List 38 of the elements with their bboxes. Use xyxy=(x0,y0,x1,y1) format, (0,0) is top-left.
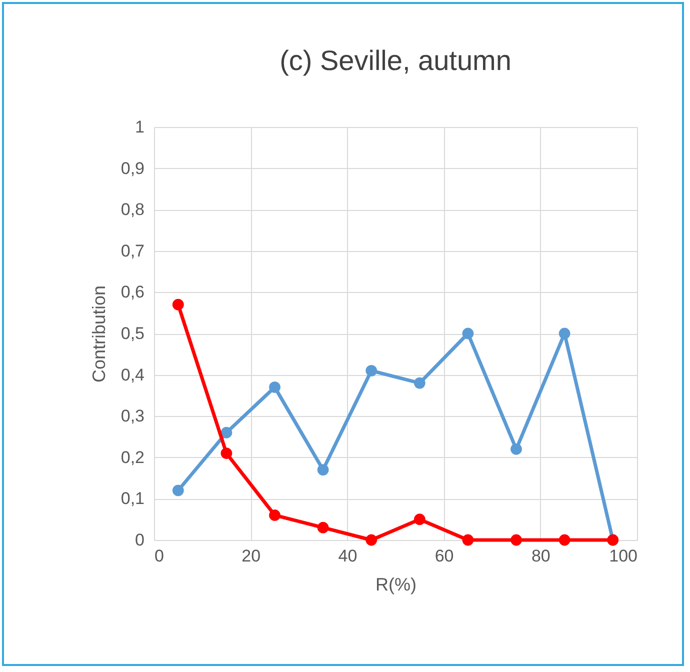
point xyxy=(172,484,184,496)
point xyxy=(414,514,426,526)
y-tick-label: 0,3 xyxy=(120,406,144,426)
x-tick-label: 40 xyxy=(338,546,358,566)
point xyxy=(462,328,474,340)
point xyxy=(220,448,232,459)
point xyxy=(366,364,378,376)
point xyxy=(269,382,280,393)
point xyxy=(510,534,522,546)
point xyxy=(317,522,329,534)
y-tick-label: 0,2 xyxy=(120,448,144,467)
y-tick-label: 0,9 xyxy=(120,158,144,178)
y-tick-label: 1 xyxy=(135,118,144,136)
point xyxy=(269,510,280,521)
x-tick-label: 0 xyxy=(154,546,164,566)
point xyxy=(558,328,570,340)
x-axis-title: R(%) xyxy=(376,574,416,594)
y-tick-label: 0,5 xyxy=(120,324,144,343)
point xyxy=(462,534,474,546)
point xyxy=(172,298,184,310)
x-tick-label: 60 xyxy=(434,546,454,566)
y-axis-title: Contribution xyxy=(88,285,109,383)
x-tick-label: 80 xyxy=(531,546,550,566)
chart-title: (c) Seville, autumn xyxy=(280,45,512,76)
y-tick-label: 0 xyxy=(135,530,144,550)
y-tick-label: 0,4 xyxy=(120,365,144,384)
point xyxy=(366,534,378,546)
x-tick-label: 100 xyxy=(609,546,638,566)
y-tick-label: 0,8 xyxy=(120,200,144,220)
x-tick-label: 20 xyxy=(242,546,261,566)
point xyxy=(510,443,522,455)
y-tick-label: 0,1 xyxy=(120,489,144,508)
y-tick-label: 0,7 xyxy=(120,241,144,260)
point xyxy=(220,426,232,438)
point xyxy=(317,464,329,476)
point xyxy=(414,377,426,389)
y-tick-label: 0,6 xyxy=(120,282,144,302)
point xyxy=(558,534,570,546)
